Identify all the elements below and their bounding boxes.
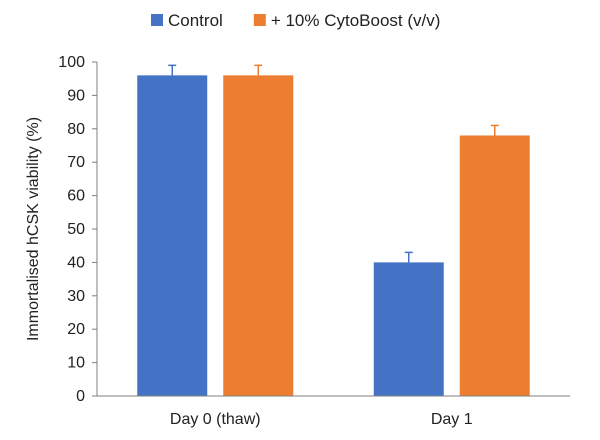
y-axis-title: Immortalised hCSK viability (%) [25, 117, 42, 341]
legend: Control + 10% CytoBoost (v/v) [151, 11, 440, 30]
legend-swatch [151, 14, 163, 26]
x-axis: Day 0 (thaw) Day 1 [97, 395, 570, 428]
y-tick-label: 90 [67, 87, 85, 104]
y-tick-label: 0 [76, 388, 85, 405]
legend-label: + 10% CytoBoost (v/v) [271, 11, 441, 30]
legend-label: Control [168, 11, 223, 30]
y-tick-label: 60 [67, 188, 85, 205]
x-tick-label: Day 0 (thaw) [170, 411, 261, 428]
bar-control-day0 [137, 75, 208, 397]
bar-cytoboost-day1 [459, 135, 530, 397]
y-tick-label: 80 [67, 121, 85, 138]
legend-swatch [253, 14, 266, 26]
y-tick-label: 70 [67, 154, 85, 171]
y-tick-label: 40 [67, 254, 85, 271]
y-tick-label: 30 [67, 288, 85, 305]
y-axis: 0 10 20 30 40 50 60 70 80 90 100 [58, 54, 98, 405]
y-tick-label: 100 [58, 54, 85, 71]
y-tick-label: 50 [67, 221, 85, 238]
y-tick-label: 10 [67, 355, 85, 372]
x-tick-label: Day 1 [431, 411, 473, 428]
y-tick-label: 20 [67, 321, 85, 338]
bar-control-day1 [373, 262, 444, 396]
bar-cytoboost-day0 [223, 75, 294, 397]
bars [137, 64, 530, 397]
